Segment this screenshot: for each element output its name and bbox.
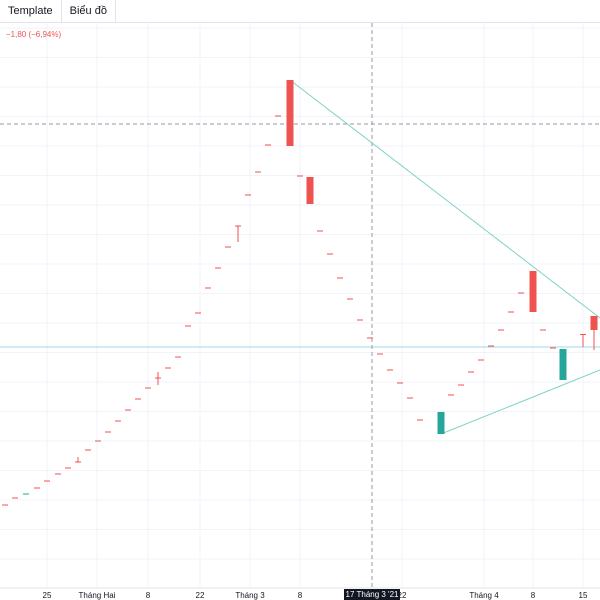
crosshair-date: 17 Tháng 3 '21	[346, 590, 400, 599]
candle-body	[115, 420, 121, 422]
x-tick-label: 15	[579, 591, 588, 600]
candle-body	[417, 419, 423, 421]
candle-body	[185, 325, 191, 327]
candle-body	[145, 387, 151, 389]
candle-body	[2, 504, 8, 506]
candle-body	[337, 277, 343, 279]
candle-body	[488, 345, 494, 347]
x-tick-label: Tháng 3	[235, 591, 265, 600]
candle-body	[235, 225, 241, 227]
candle-body	[125, 409, 131, 411]
candle-body	[540, 329, 546, 331]
candle-body	[265, 144, 271, 146]
candle-body	[155, 377, 161, 379]
candle-body	[95, 440, 101, 442]
candle-body	[12, 497, 18, 499]
candle-body	[23, 493, 29, 495]
candle-body	[357, 319, 363, 321]
candle-body	[85, 449, 91, 451]
candle-body	[518, 292, 524, 294]
candle-body	[590, 316, 598, 330]
candle-body	[407, 397, 413, 399]
candle-body	[327, 253, 333, 255]
crosshair-date-box	[344, 589, 400, 600]
candle-body	[468, 371, 474, 373]
candle-body	[347, 298, 353, 300]
candle-body	[215, 267, 221, 269]
candle-body	[165, 367, 171, 369]
x-tick-label: Tháng Hai	[79, 591, 116, 600]
candle-body	[255, 171, 261, 173]
candle-body	[498, 329, 504, 331]
candle-body	[195, 312, 201, 314]
candle-body	[529, 271, 537, 312]
toolbar: Template Biểu đồ	[0, 0, 600, 23]
candle-body	[387, 369, 393, 371]
candle-body	[286, 80, 294, 146]
x-tick-label: 22	[398, 591, 407, 600]
candle-body	[559, 349, 567, 380]
candle-body	[44, 480, 50, 482]
x-tick-label: 8	[298, 591, 303, 600]
candle-body	[245, 194, 251, 196]
candle-body	[437, 412, 445, 434]
candle-body	[508, 311, 514, 313]
candle-body	[448, 394, 454, 396]
candle-body	[317, 230, 323, 232]
trend-line	[289, 79, 600, 319]
candle-body	[458, 384, 464, 386]
candle-body	[367, 337, 373, 339]
candle-body	[275, 115, 281, 117]
legend-change: −1,80 (−6,94%)	[6, 30, 61, 39]
x-tick-label: 8	[146, 591, 151, 600]
trend-line	[440, 369, 600, 435]
candle-body	[550, 347, 556, 349]
candle-body	[478, 359, 484, 361]
tab-chart[interactable]: Biểu đồ	[62, 0, 116, 22]
candle-body	[225, 246, 231, 248]
candle-body	[105, 431, 111, 433]
candle-body	[65, 467, 71, 469]
candle-body	[297, 175, 303, 177]
candle-body	[306, 177, 314, 204]
x-tick-label: 8	[531, 591, 536, 600]
candle-body	[397, 382, 403, 384]
candle-body	[34, 487, 40, 489]
tab-template[interactable]: Template	[0, 0, 62, 22]
candle-body	[175, 356, 181, 358]
x-tick-label: Tháng 4	[469, 591, 499, 600]
candle-body	[135, 398, 141, 400]
candle-body	[55, 473, 61, 475]
candle-body	[377, 353, 383, 355]
candle-body	[205, 287, 211, 289]
candle-body	[75, 461, 81, 463]
x-tick-label: 25	[43, 591, 52, 600]
x-tick-label: 22	[196, 591, 205, 600]
candle-body	[580, 334, 586, 335]
